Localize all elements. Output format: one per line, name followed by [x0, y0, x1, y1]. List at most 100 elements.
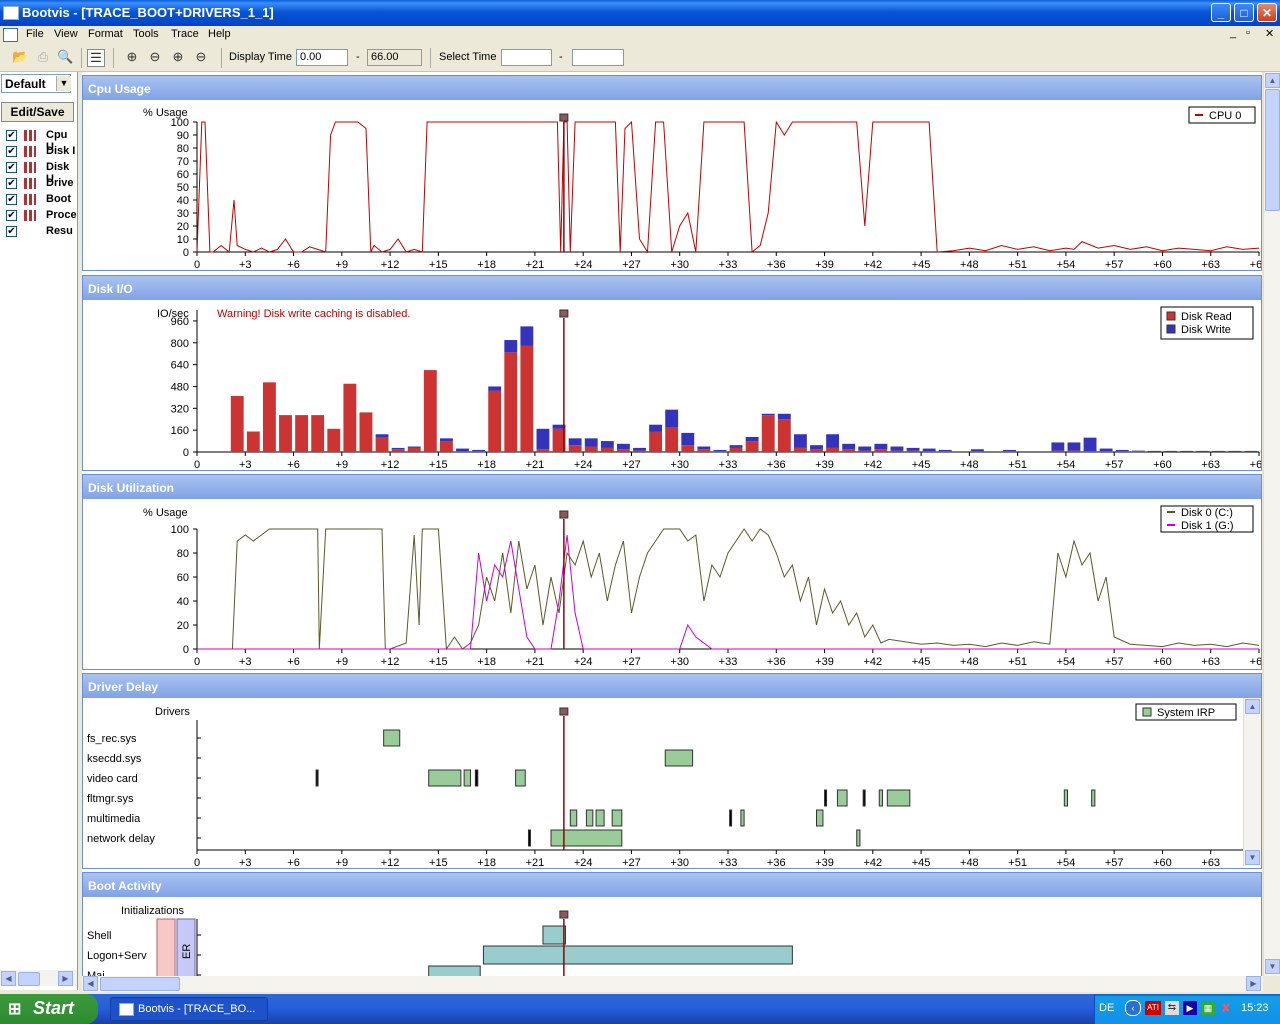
zoom-select-icon[interactable]: ⊕ — [172, 49, 184, 64]
tree-item[interactable]: ✔ Cpu U — [0, 128, 77, 153]
zoom-in-icon[interactable]: ⊕ — [126, 49, 138, 64]
bar-disk-write — [488, 386, 502, 391]
scroll-thumb[interactable] — [18, 972, 40, 986]
chevron-down-icon[interactable]: ▼ — [56, 76, 71, 91]
scroll-up-icon[interactable]: ▲ — [1245, 699, 1260, 714]
tree-item-checkbox[interactable]: ✔ — [6, 178, 17, 189]
bar-disk-write — [1244, 450, 1258, 452]
driver-interval — [463, 769, 472, 787]
legend-label: Disk 1 (G:) — [1181, 520, 1234, 532]
security-icon[interactable]: ✘ — [1220, 1001, 1232, 1015]
scroll-left-icon[interactable]: ◀ — [83, 976, 98, 991]
time-cursor-handle — [559, 910, 569, 919]
menu-format[interactable]: Format — [88, 28, 123, 40]
main-hscrollbar[interactable]: ◀ ▶ — [82, 976, 1263, 992]
boot-panel-header[interactable]: Boot Activity — [82, 872, 1262, 899]
doc-icon[interactable] — [3, 28, 18, 42]
close-button[interactable]: ✕ — [1257, 3, 1277, 22]
tree-item[interactable]: ✔ Boot — [0, 192, 77, 208]
cpu-panel-header[interactable]: Cpu Usage — [82, 75, 1262, 102]
y-tick-label: 90 — [177, 130, 189, 142]
tree-item[interactable]: ✔ Disk I — [0, 144, 77, 160]
bar-disk-read — [858, 450, 872, 452]
y-tick-label: 480 — [171, 381, 189, 393]
maximize-button[interactable]: □ — [1234, 3, 1254, 22]
select-time-start-field[interactable] — [501, 49, 552, 66]
scroll-thumb[interactable] — [100, 977, 180, 991]
app-icon[interactable] — [3, 6, 19, 20]
x-tick-label: +3 — [239, 259, 252, 270]
print-icon[interactable]: ⎙ — [37, 49, 49, 64]
network-icon[interactable]: ⇆ — [1165, 1001, 1179, 1015]
bar-disk-read — [1051, 450, 1065, 452]
list-view-icon[interactable]: ☰ — [87, 49, 105, 67]
open-folder-icon[interactable]: 📂 — [12, 49, 29, 64]
display-time-start-field[interactable]: 0.00 — [296, 49, 348, 66]
scroll-right-icon[interactable]: ▶ — [1246, 976, 1261, 991]
monitor-icon[interactable]: ▦ — [1201, 1001, 1215, 1015]
tree-item[interactable]: ✔ Disk U — [0, 160, 77, 185]
zoom-out-icon[interactable]: ⊖ — [149, 49, 161, 64]
diskio-panel-header[interactable]: Disk I/O — [82, 275, 1262, 302]
tree-item-checkbox[interactable]: ✔ — [6, 162, 17, 173]
main-vscrollbar[interactable]: ▲ ▼ — [1263, 72, 1280, 976]
tree-item-checkbox[interactable]: ✔ — [6, 194, 17, 205]
boot-row-label: Shell — [87, 930, 111, 942]
diskio-chart[interactable]: IO/sec Warning! Disk write caching is dis… — [83, 300, 1262, 471]
driver-chart[interactable]: Drivers 0 +3 +6 +9 +12 +15 +18 +21 +24 +27 +30 +33 +3… — [83, 698, 1262, 869]
tree-item-checkbox[interactable]: ✔ — [6, 210, 17, 221]
tree-item-checkbox[interactable]: ✔ — [6, 226, 17, 237]
tree-item[interactable]: ✔ Proce — [0, 208, 77, 224]
scroll-down-icon[interactable]: ▼ — [1245, 850, 1260, 865]
child-restore-icon[interactable]: ▫ — [1246, 27, 1250, 39]
scroll-up-icon[interactable]: ▲ — [1265, 73, 1280, 88]
menu-file[interactable]: File — [26, 28, 44, 40]
driver-vscrollbar[interactable]: ▲ ▼ — [1243, 698, 1261, 866]
bar-disk-read — [633, 450, 646, 452]
bar-disk-read — [713, 451, 727, 452]
bar-disk-read — [745, 441, 759, 452]
display-time-end-field[interactable]: 66.00 — [367, 49, 422, 66]
media-icon[interactable]: ▶ — [1183, 1001, 1197, 1015]
child-minimize-icon[interactable]: _ — [1230, 27, 1237, 39]
boot-chart[interactable]: Initializations ER Shell Logon+Serv Mai — [83, 897, 1261, 976]
x-tick-label: +27 — [622, 656, 641, 668]
chevron-left-icon[interactable]: ‹ — [1125, 1000, 1141, 1016]
diskutil-chart[interactable]: % Usage 0 20 40 60 80 100 0 +3 +6 +9 +12 +15 +18 +21 +2… — [83, 499, 1262, 669]
child-close-icon[interactable]: ✕ — [1265, 28, 1275, 40]
bar-disk-write — [858, 446, 872, 451]
scroll-down-icon[interactable]: ▼ — [1265, 959, 1280, 974]
scroll-left-icon[interactable]: ◀ — [1, 971, 16, 986]
x-tick-label: +57 — [1105, 857, 1124, 868]
scroll-right-icon[interactable]: ▶ — [58, 971, 73, 986]
tree-item[interactable]: ✔ Resu — [0, 224, 77, 240]
bar-disk-write — [922, 448, 936, 452]
bar-disk-read — [311, 415, 325, 452]
tree-item-checkbox[interactable]: ✔ — [6, 146, 17, 157]
scroll-thumb[interactable] — [1265, 89, 1280, 211]
time-cursor-handle — [559, 707, 569, 716]
start-button[interactable]: ⊞ Start — [0, 994, 98, 1024]
zoom-reset-icon[interactable]: ⊖ — [195, 49, 207, 64]
ati-icon[interactable]: ATI — [1145, 1001, 1161, 1015]
diskutil-panel-header[interactable]: Disk Utilization — [82, 474, 1262, 501]
driver-panel-header[interactable]: Driver Delay — [82, 673, 1262, 700]
tree-item-checkbox[interactable]: ✔ — [6, 130, 17, 141]
x-tick-label: +60 — [1153, 857, 1172, 868]
menu-trace[interactable]: Trace — [171, 28, 199, 40]
tree-item[interactable]: ✔ Drive — [0, 176, 77, 192]
print-preview-icon[interactable]: 🔍 — [57, 49, 74, 64]
left-hscrollbar[interactable]: ◀ ▶ — [0, 970, 77, 986]
menu-view[interactable]: View — [54, 28, 78, 40]
language-indicator[interactable]: DE — [1099, 1002, 1115, 1014]
minimize-button[interactable]: _ — [1211, 3, 1231, 22]
menu-help[interactable]: Help — [208, 28, 231, 40]
select-time-end-field[interactable] — [572, 49, 624, 66]
menu-tools[interactable]: Tools — [133, 28, 159, 40]
taskbar-item-bootvis[interactable]: Bootvis - [TRACE_BO... — [110, 997, 268, 1021]
edit-save-button[interactable]: Edit/Save — [1, 102, 74, 122]
view-select[interactable]: Default ▼ — [1, 74, 71, 93]
tree-item-label: Proce — [46, 209, 77, 221]
x-tick-label: +36 — [767, 259, 786, 270]
